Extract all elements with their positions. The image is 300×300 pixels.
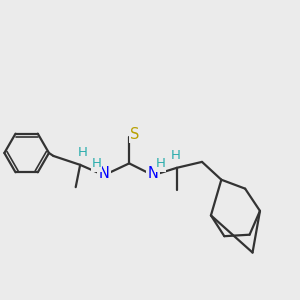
Text: H: H xyxy=(155,158,165,170)
Text: H: H xyxy=(78,146,88,160)
Text: H: H xyxy=(170,149,180,162)
Text: H: H xyxy=(92,158,101,170)
Text: N: N xyxy=(148,166,158,181)
Text: N: N xyxy=(98,166,110,181)
Text: S: S xyxy=(130,127,140,142)
